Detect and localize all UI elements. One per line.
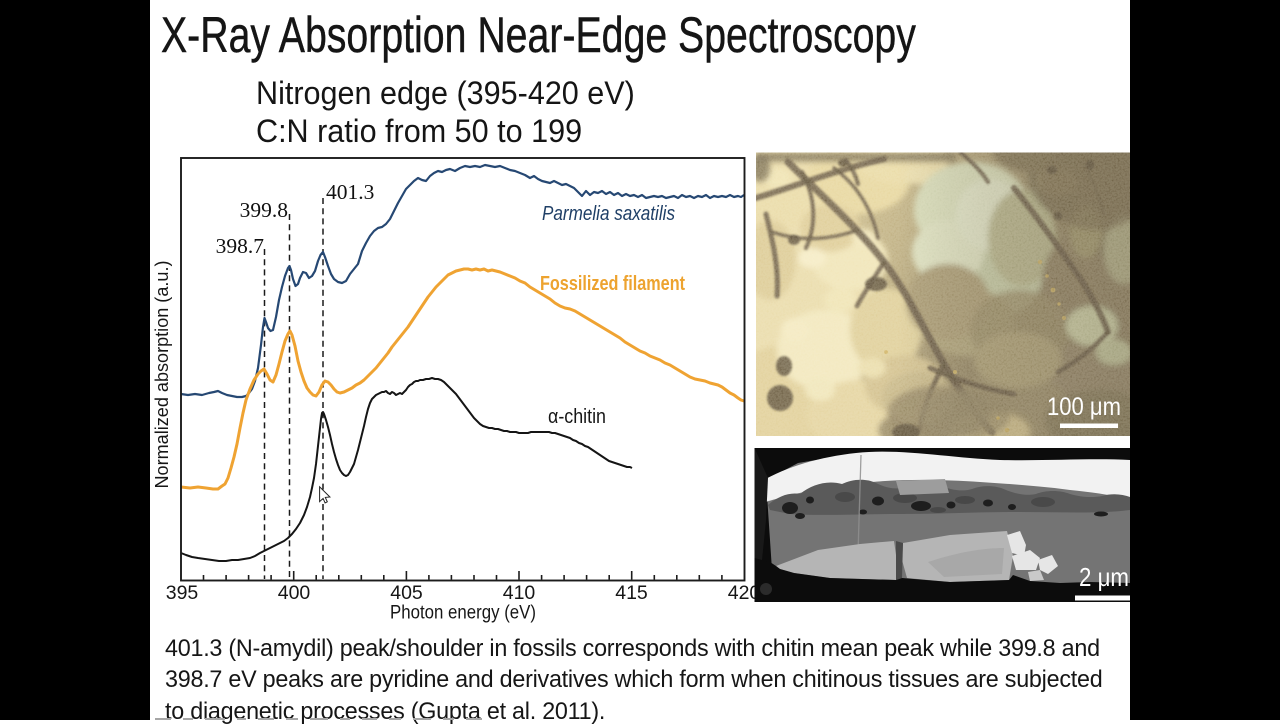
svg-text:100 μm: 100 μm <box>1047 393 1121 421</box>
svg-text:420: 420 <box>728 582 761 604</box>
svg-text:α-chitin: α-chitin <box>548 406 606 428</box>
svg-text:410: 410 <box>503 582 536 604</box>
svg-text:405: 405 <box>390 582 423 604</box>
svg-text:401.3: 401.3 <box>326 180 374 204</box>
svg-text:400: 400 <box>278 582 311 604</box>
svg-text:Fossilized filament: Fossilized filament <box>540 273 685 295</box>
svg-text:Normalized absorption (a.u.): Normalized absorption (a.u.) <box>151 261 172 489</box>
svg-text:2 μm: 2 μm <box>1079 562 1129 592</box>
svg-text:Parmelia saxatilis: Parmelia saxatilis <box>542 203 675 225</box>
svg-text:398.7: 398.7 <box>216 234 265 258</box>
svg-text:395: 395 <box>166 582 199 604</box>
svg-text:Photon energy (eV): Photon energy (eV) <box>390 602 536 624</box>
svg-text:399.8: 399.8 <box>240 198 288 222</box>
svg-text:415: 415 <box>615 582 648 604</box>
